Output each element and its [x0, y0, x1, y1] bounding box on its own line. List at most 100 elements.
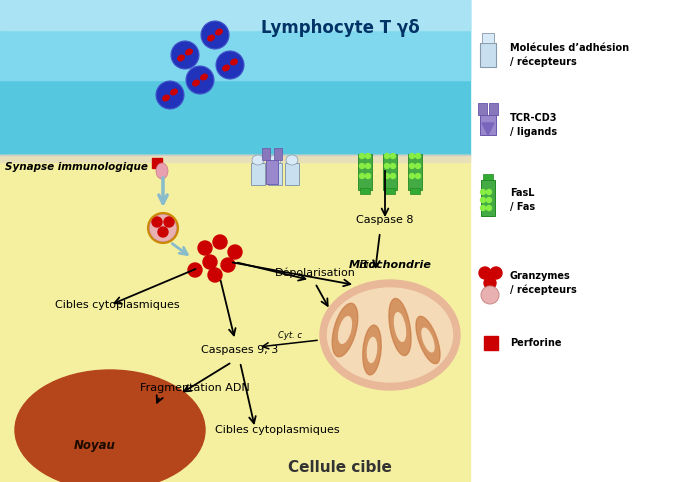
Text: Molécules d’adhésion
/ récepteurs: Molécules d’adhésion / récepteurs — [510, 43, 629, 67]
Circle shape — [490, 267, 502, 279]
Text: Cellule cible: Cellule cible — [288, 460, 392, 476]
Circle shape — [152, 217, 162, 227]
Bar — [0, 0, 470, 80]
Circle shape — [365, 174, 371, 178]
Ellipse shape — [178, 55, 184, 61]
Ellipse shape — [223, 65, 230, 71]
Bar — [0, 155, 470, 162]
Circle shape — [391, 174, 396, 178]
Circle shape — [221, 258, 235, 272]
Circle shape — [360, 153, 365, 159]
Circle shape — [416, 163, 421, 169]
Ellipse shape — [339, 317, 352, 343]
Bar — [358, 154, 372, 190]
Circle shape — [410, 174, 414, 178]
Circle shape — [385, 153, 389, 159]
Bar — [482, 33, 494, 43]
Circle shape — [171, 41, 199, 69]
Circle shape — [158, 227, 168, 237]
Ellipse shape — [216, 29, 222, 35]
Circle shape — [416, 174, 421, 178]
Circle shape — [481, 198, 485, 202]
Circle shape — [186, 66, 214, 94]
Circle shape — [410, 153, 414, 159]
Ellipse shape — [156, 163, 168, 179]
Ellipse shape — [252, 155, 264, 165]
Ellipse shape — [269, 155, 281, 165]
Ellipse shape — [320, 280, 460, 390]
Circle shape — [487, 198, 491, 202]
Bar — [481, 180, 495, 216]
Circle shape — [481, 189, 485, 195]
Text: Fragmentation ADN: Fragmentation ADN — [140, 383, 250, 393]
Bar — [484, 336, 498, 350]
Ellipse shape — [394, 313, 406, 341]
Text: Caspases 9, 3: Caspases 9, 3 — [201, 345, 279, 355]
Circle shape — [156, 81, 184, 109]
Circle shape — [487, 205, 491, 211]
Ellipse shape — [171, 89, 178, 95]
Bar — [0, 0, 470, 155]
Text: Caspase 8: Caspase 8 — [356, 215, 414, 225]
Bar — [410, 188, 420, 194]
Circle shape — [391, 153, 396, 159]
Bar — [251, 163, 265, 185]
Text: Mitochondrie: Mitochondrie — [348, 260, 431, 270]
Ellipse shape — [163, 95, 169, 101]
Polygon shape — [482, 123, 494, 135]
Circle shape — [198, 241, 212, 255]
Ellipse shape — [208, 35, 214, 41]
Ellipse shape — [15, 370, 205, 482]
Ellipse shape — [389, 298, 411, 356]
Text: Cibles cytoplasmiques: Cibles cytoplasmiques — [55, 300, 180, 310]
Bar — [385, 188, 395, 194]
Ellipse shape — [286, 155, 298, 165]
Bar — [268, 163, 282, 185]
Bar — [360, 188, 370, 194]
Text: FasL
/ Fas: FasL / Fas — [510, 188, 535, 212]
Bar — [470, 0, 675, 482]
Text: TCR-CD3
/ ligands: TCR-CD3 / ligands — [510, 113, 558, 136]
Text: Bid: Bid — [360, 260, 376, 270]
Bar — [489, 103, 498, 115]
Circle shape — [203, 255, 217, 269]
Circle shape — [149, 214, 177, 242]
Circle shape — [416, 153, 421, 159]
Circle shape — [201, 21, 229, 49]
Ellipse shape — [327, 288, 452, 382]
Text: Cyt. c: Cyt. c — [278, 331, 302, 339]
Circle shape — [391, 163, 396, 169]
Bar — [480, 43, 496, 67]
Ellipse shape — [200, 74, 207, 80]
Bar — [483, 174, 493, 180]
Ellipse shape — [416, 316, 440, 364]
Circle shape — [365, 153, 371, 159]
Text: Cibles cytoplasmiques: Cibles cytoplasmiques — [215, 425, 340, 435]
Text: Lymphocyte T γδ: Lymphocyte T γδ — [261, 19, 419, 37]
Circle shape — [385, 163, 389, 169]
Circle shape — [484, 277, 496, 289]
Text: Dépolarisation: Dépolarisation — [275, 268, 356, 278]
Circle shape — [213, 235, 227, 249]
Circle shape — [385, 174, 389, 178]
Bar — [0, 0, 470, 30]
Bar — [152, 158, 162, 168]
Circle shape — [360, 174, 365, 178]
Ellipse shape — [186, 49, 192, 55]
Circle shape — [481, 286, 499, 304]
Ellipse shape — [332, 303, 358, 357]
Bar — [0, 155, 470, 482]
Bar — [285, 163, 299, 185]
Text: Granzymes
/ récepteurs: Granzymes / récepteurs — [510, 271, 576, 295]
Circle shape — [228, 245, 242, 259]
Bar — [262, 148, 270, 160]
Circle shape — [208, 268, 222, 282]
Text: Synapse immunologique: Synapse immunologique — [5, 162, 148, 172]
Circle shape — [188, 263, 202, 277]
Circle shape — [479, 267, 491, 279]
Text: Perforine: Perforine — [510, 338, 562, 348]
Bar — [266, 160, 278, 184]
Ellipse shape — [193, 80, 199, 86]
Ellipse shape — [367, 337, 377, 362]
Circle shape — [410, 163, 414, 169]
